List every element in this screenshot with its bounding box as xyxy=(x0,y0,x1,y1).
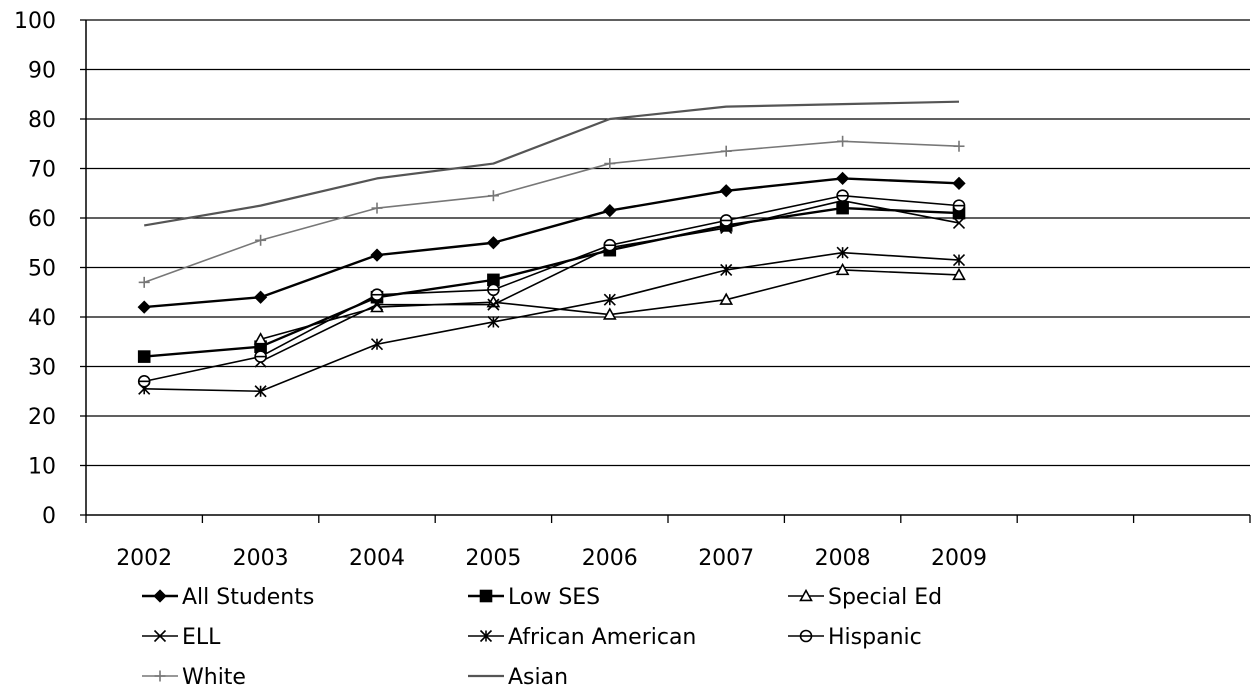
y-tick-label: 50 xyxy=(28,257,56,282)
legend-label: Low SES xyxy=(508,585,600,610)
x-tick-label: 2009 xyxy=(931,546,987,571)
y-tick-label: 20 xyxy=(28,405,56,430)
data-point-ell xyxy=(487,298,500,311)
x-tick-label: 2003 xyxy=(233,546,289,571)
data-point-white xyxy=(953,140,965,152)
series-line-white xyxy=(143,140,960,284)
data-point-all-students xyxy=(253,290,268,304)
series-line-hispanic xyxy=(144,194,960,383)
data-point-ell xyxy=(370,298,384,311)
series-line-ell xyxy=(260,199,960,363)
y-tick-label: 80 xyxy=(28,108,56,133)
legend-item-african-american: African American xyxy=(468,625,696,650)
data-point-hispanic xyxy=(952,199,966,212)
legend-label: Asian xyxy=(508,665,568,690)
data-point-hispanic xyxy=(137,375,151,388)
data-point-all-students xyxy=(486,236,501,250)
data-point-low-ses xyxy=(836,201,849,215)
data-point-white xyxy=(720,145,732,157)
series-line-african-american xyxy=(144,251,960,393)
data-point-hispanic xyxy=(603,238,617,252)
x-tick-label: 2007 xyxy=(698,546,754,571)
data-point-white xyxy=(255,234,267,246)
axes: 0 10 20 30 40 50 60 70 80 90 100 2002 2003 2004 2005 20… xyxy=(14,9,1251,571)
legend-label: Hispanic xyxy=(828,625,922,650)
series-line-low-ses xyxy=(144,206,960,358)
x-tick-label: 2005 xyxy=(465,546,521,571)
legend-item-ell: ELL xyxy=(142,625,221,650)
data-point-all-students xyxy=(370,248,384,262)
data-point-special-ed xyxy=(253,332,268,345)
data-point-special-ed xyxy=(602,307,617,320)
legend-marker xyxy=(479,629,493,643)
data-point-african-american xyxy=(603,293,616,306)
legend-label: African American xyxy=(508,625,696,650)
legend-marker xyxy=(154,670,166,682)
data-point-hispanic xyxy=(719,214,733,227)
legend-item-all-students: All Students xyxy=(142,585,314,610)
gridlines xyxy=(86,19,1250,467)
series-line-asian xyxy=(144,100,960,227)
legend-label: ELL xyxy=(182,625,221,650)
data-point-all-students xyxy=(719,184,733,198)
data-point-special-ed xyxy=(952,267,966,281)
legend-label: Special Ed xyxy=(828,585,942,610)
x-tick-label: 2006 xyxy=(582,546,638,571)
data-point-african-american xyxy=(836,246,849,259)
data-point-all-students xyxy=(603,203,617,218)
data-point-white xyxy=(487,190,499,202)
y-tick-label: 100 xyxy=(14,9,56,34)
x-tick-label: 2008 xyxy=(815,546,871,571)
data-point-african-american xyxy=(952,254,966,267)
x-tick-label: 2002 xyxy=(116,546,172,571)
legend-marker xyxy=(799,588,813,602)
legend-label: White xyxy=(182,665,246,690)
data-point-special-ed xyxy=(835,262,850,276)
data-point-white xyxy=(371,202,383,214)
data-point-african-american xyxy=(254,385,267,398)
data-point-hispanic xyxy=(487,283,500,297)
series-line-all-students xyxy=(144,177,960,309)
y-tick-label: 30 xyxy=(28,356,56,381)
data-point-all-students xyxy=(835,171,850,186)
data-point-all-students xyxy=(137,300,151,314)
data-point-african-american xyxy=(370,338,384,351)
y-tick-label: 0 xyxy=(42,504,56,529)
data-point-hispanic xyxy=(254,350,267,363)
data-point-white xyxy=(837,135,849,147)
legend-marker xyxy=(153,629,167,643)
data-point-african-american xyxy=(487,315,500,329)
data-point-white xyxy=(604,158,616,170)
data-point-special-ed xyxy=(719,292,734,305)
data-point-ell xyxy=(952,216,966,230)
legend-item-special-ed: Special Ed xyxy=(788,585,942,610)
legend: All Students Low SES Special Ed ELL African … xyxy=(142,585,942,690)
legend-marker xyxy=(799,629,813,643)
legend-item-hispanic: Hispanic xyxy=(788,625,922,650)
legend-item-white: White xyxy=(142,665,246,690)
data-point-hispanic xyxy=(836,189,849,203)
y-tick-label: 60 xyxy=(28,207,56,232)
data-point-hispanic xyxy=(370,288,384,302)
y-tick-label: 10 xyxy=(28,455,56,480)
data-point-all-students xyxy=(952,176,966,190)
legend-item-asian: Asian xyxy=(468,665,568,690)
data-point-white xyxy=(138,276,150,288)
y-tick-label: 40 xyxy=(28,306,56,331)
series-lines xyxy=(137,100,966,398)
y-tick-label: 90 xyxy=(28,59,56,84)
legend-marker xyxy=(479,589,493,603)
data-point-african-american xyxy=(720,263,733,277)
legend-marker xyxy=(153,589,167,603)
x-tick-label: 2004 xyxy=(349,546,405,571)
y-tick-label: 70 xyxy=(28,158,56,183)
legend-label: All Students xyxy=(182,585,314,610)
data-point-low-ses xyxy=(137,350,151,363)
legend-item-low-ses: Low SES xyxy=(468,585,600,610)
